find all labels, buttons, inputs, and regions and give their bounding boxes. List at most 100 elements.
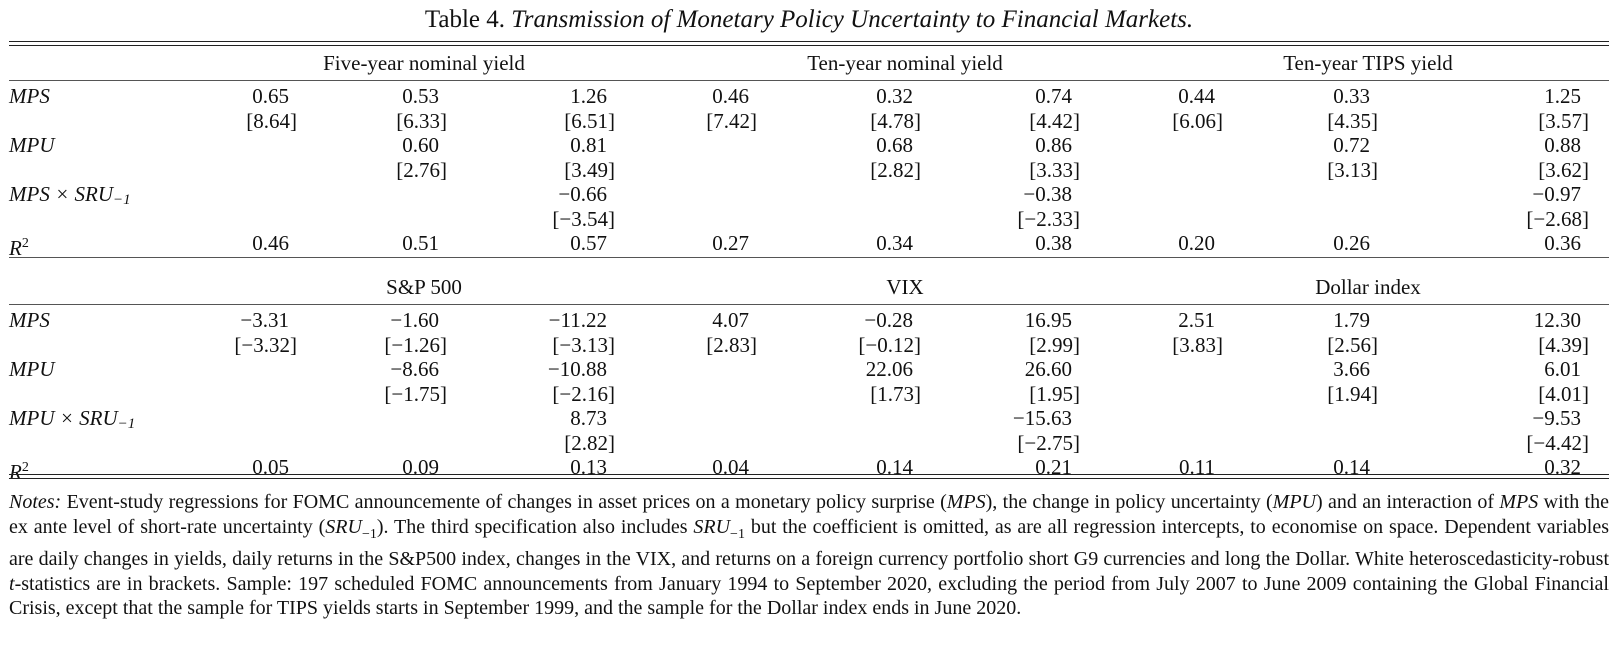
table-cell: 1.25	[1544, 84, 1581, 108]
row-label: MPU × SRU−1	[9, 406, 135, 437]
table-caption: Transmission of Monetary Policy Uncertai…	[511, 6, 1194, 33]
table-cell: 0.72	[1333, 133, 1370, 157]
top-rule-double	[9, 45, 1609, 46]
table-cell: 0.57	[570, 231, 607, 255]
table-row: MPU 0.60 0.81 0.68 0.86 0.72 0.88	[9, 133, 1609, 158]
table-cell: [2.82]	[564, 430, 615, 455]
table-cell: [4.39]	[1538, 332, 1589, 357]
notes-label: Notes:	[9, 491, 62, 513]
table-cell: 16.95	[1024, 308, 1072, 332]
table-cell: 0.34	[876, 231, 913, 255]
table-cell: −3.31	[240, 308, 289, 332]
table-row: R2 0.05 0.09 0.13 0.04 0.14 0.21 0.11 0.14 0.32	[9, 455, 1609, 484]
table-cell: [6.33]	[396, 108, 447, 133]
table-cell: [−2.16]	[552, 381, 615, 406]
notes-text: MPS	[1499, 491, 1539, 513]
table-cell: −0.97	[1532, 182, 1581, 206]
row-label-subscript: −1	[117, 416, 136, 432]
notes-text: -statistics are in brackets. Sample: 197…	[9, 572, 1609, 620]
notes-text: t	[9, 572, 15, 595]
table-cell: 0.13	[570, 455, 607, 479]
table-cell: −0.66	[558, 182, 607, 206]
row-label-text: MPS	[9, 84, 50, 108]
table-cell: [−4.42]	[1526, 430, 1589, 455]
table-cell: 3.66	[1333, 357, 1370, 381]
table-cell: [4.78]	[870, 108, 921, 133]
table-cell: 0.53	[402, 84, 439, 108]
table-cell: [2.83]	[706, 332, 757, 357]
table-cell: [3.33]	[1029, 157, 1080, 182]
table-cell: −9.53	[1532, 406, 1581, 430]
table-row: MPS × SRU−1 −0.66 −0.38 −0.97	[9, 182, 1609, 208]
row-label: MPS	[9, 84, 50, 109]
column-group-header: Ten-year TIPS yield	[1283, 51, 1453, 75]
table-cell: [3.49]	[564, 157, 615, 182]
row-label-text: R	[9, 460, 22, 484]
table-cell: 0.14	[1333, 455, 1370, 479]
table-row: [−3.54] [−2.33] [−2.68]	[9, 207, 1609, 232]
row-label: R2	[9, 231, 29, 261]
bottom-rule-double	[9, 478, 1609, 479]
row-label-text: MPU	[9, 357, 55, 381]
table-cell: [3.13]	[1327, 157, 1378, 182]
table-cell: 0.32	[876, 84, 913, 108]
table-cell: 0.74	[1035, 84, 1072, 108]
row-label-subscript: −1	[113, 192, 131, 208]
table-cell: [−1.26]	[384, 332, 447, 357]
table-cell: [6.06]	[1172, 108, 1223, 133]
table-cell: 0.14	[876, 455, 913, 479]
notes-text: MPU	[1272, 491, 1316, 513]
table-cell: 0.46	[712, 84, 749, 108]
table-cell: 1.26	[570, 84, 607, 108]
table-cell: 4.07	[712, 308, 749, 332]
notes-text: MPS	[946, 491, 986, 513]
table-row: [2.82] [−2.75] [−4.42]	[9, 431, 1609, 456]
notes-text: Event-study regressions for FOMC announc…	[61, 491, 947, 513]
table-cell: [7.42]	[706, 108, 757, 133]
table-row: MPS −3.31 −1.60 −11.22 4.07 −0.28 16.95 2.51 1.7…	[9, 308, 1609, 333]
table-title: Table 4. Transmission of Monetary Policy…	[0, 6, 1618, 34]
table-cell: 0.05	[252, 455, 289, 479]
table-cell: [−2.75]	[1017, 430, 1080, 455]
table-cell: 0.20	[1178, 231, 1215, 255]
table-cell: 1.79	[1333, 308, 1370, 332]
table-row: MPU × SRU−1 8.73 −15.63 −9.53	[9, 406, 1609, 432]
table-cell: −10.88	[547, 357, 607, 381]
table-cell: [4.42]	[1029, 108, 1080, 133]
column-group-header: S&P 500	[386, 275, 462, 299]
notes-text: but the coefficient is omitted, as are a…	[9, 515, 1609, 571]
table-cell: 0.65	[252, 84, 289, 108]
table-cell: [−2.33]	[1017, 206, 1080, 231]
panel-separator-rule	[9, 256, 1609, 258]
table-cell: −1.60	[390, 308, 439, 332]
row-label: MPU	[9, 133, 55, 158]
table-cell: [−3.54]	[552, 206, 615, 231]
table-row: [−3.32] [−1.26] [−3.13] [2.83] [−0.12] [2.99]…	[9, 333, 1609, 358]
table-cell: 0.11	[1179, 455, 1215, 479]
table-cell: 0.44	[1178, 84, 1215, 108]
table-cell: [−0.12]	[858, 332, 921, 357]
table-cell: [3.57]	[1538, 108, 1589, 133]
table-cell: −0.38	[1023, 182, 1072, 206]
table-cell: [3.83]	[1172, 332, 1223, 357]
row-label-text: MPU	[9, 133, 55, 157]
top-rule	[9, 41, 1609, 42]
table-cell: 0.38	[1035, 231, 1072, 255]
notes-text: ) and an interaction of	[1316, 491, 1500, 513]
notes-text: ). The third specification also includes	[376, 515, 694, 538]
table-cell: 0.81	[570, 133, 607, 157]
table-cell: −11.22	[548, 308, 607, 332]
row-label: R2	[9, 455, 29, 485]
row-label-text: MPU × SRU	[9, 406, 118, 430]
table-cell: 0.46	[252, 231, 289, 255]
table-cell: 0.32	[1544, 455, 1581, 479]
panel-header-rule	[9, 80, 1609, 81]
table-row: MPU −8.66 −10.88 22.06 26.60 3.66 6.01	[9, 357, 1609, 382]
table-cell: 12.30	[1533, 308, 1581, 332]
table-cell: 0.33	[1333, 84, 1370, 108]
table-cell: 26.60	[1024, 357, 1072, 381]
row-label: MPS	[9, 308, 50, 333]
row-label-text: R	[9, 236, 22, 260]
table-cell: 0.21	[1035, 455, 1072, 479]
